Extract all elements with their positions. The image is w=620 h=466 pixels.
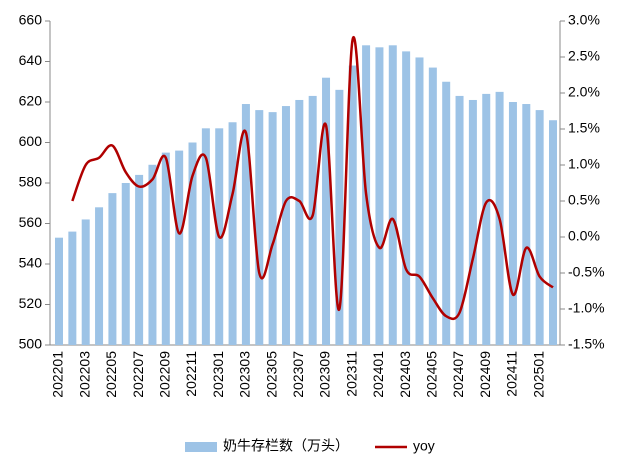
- y2-tick-label: 2.5%: [568, 48, 600, 64]
- bar: [308, 95, 317, 345]
- bar: [81, 219, 90, 345]
- x-tick-label: 202409: [477, 351, 493, 398]
- x-tick-label: 202411: [504, 351, 520, 397]
- bar: [468, 99, 477, 345]
- y2-tick-label: -1.0%: [568, 300, 605, 316]
- bar: [175, 150, 184, 345]
- bar: [335, 89, 344, 345]
- x-tick-label: 202307: [290, 351, 306, 398]
- y-tick-label: 660: [19, 12, 43, 28]
- bar: [295, 99, 304, 345]
- x-tick-label: 202311: [343, 351, 359, 397]
- y2-tick-label: 1.0%: [568, 156, 600, 172]
- x-tick-label: 202203: [76, 351, 92, 398]
- x-tick-label: 202305: [263, 351, 279, 398]
- bar: [508, 102, 517, 345]
- bar: [55, 237, 63, 345]
- bar: [428, 67, 437, 345]
- y2-tick-label: 1.5%: [568, 120, 600, 136]
- bar: [375, 47, 384, 345]
- bar: [228, 122, 237, 345]
- y-tick-label: 580: [19, 174, 43, 190]
- bar: [121, 183, 130, 345]
- x-tick-label: 202205: [103, 351, 119, 398]
- y-tick-label: 540: [19, 255, 43, 271]
- bar: [95, 207, 104, 345]
- y-tick-label: 600: [19, 133, 43, 149]
- bar: [482, 93, 491, 346]
- bar: [322, 77, 331, 345]
- y-tick-label: 620: [19, 93, 43, 109]
- line: [71, 35, 554, 321]
- bar: [281, 106, 290, 345]
- bar: [108, 193, 117, 345]
- y2-tick-label: -1.5%: [568, 336, 605, 352]
- bar: [388, 45, 397, 346]
- bar: [549, 120, 557, 345]
- bar: [148, 164, 157, 345]
- x-tick-label: 202501: [530, 351, 546, 398]
- bar: [455, 95, 464, 345]
- legend-swatch: [185, 442, 217, 452]
- y-tick-label: 500: [19, 336, 43, 352]
- x-tick-label: 202401: [370, 351, 386, 398]
- bar: [348, 65, 357, 346]
- y-tick-label: 640: [19, 52, 43, 68]
- x-tick-label: 202405: [424, 351, 440, 398]
- y2-tick-label: 3.0%: [568, 12, 600, 28]
- y-tick-label: 560: [19, 214, 43, 230]
- y2-tick-label: 0.0%: [568, 228, 600, 244]
- bar: [68, 231, 77, 345]
- bar: [442, 81, 451, 345]
- y2-tick-label: -0.5%: [568, 264, 605, 280]
- bar: [268, 112, 277, 345]
- x-tick-label: 202207: [130, 351, 146, 398]
- bar: [241, 104, 250, 346]
- y2-tick-label: 0.5%: [568, 192, 600, 208]
- x-tick-label: 202301: [210, 351, 226, 398]
- legend-label: 奶牛存栏数（万头）: [223, 438, 349, 454]
- x-tick-label: 202309: [317, 351, 333, 398]
- x-tick-label: 202303: [237, 351, 253, 398]
- bar: [535, 110, 544, 345]
- bar: [522, 104, 531, 346]
- bar: [161, 152, 170, 345]
- x-tick-label: 202201: [50, 351, 66, 398]
- bar: [188, 142, 197, 345]
- x-tick-label: 202403: [397, 351, 413, 398]
- x-tick-label: 202209: [157, 351, 173, 398]
- legend-label: yoy: [413, 438, 435, 454]
- y2-tick-label: 2.0%: [568, 84, 600, 100]
- bar: [402, 51, 411, 345]
- bar: [415, 57, 424, 345]
- x-tick-label: 202407: [450, 351, 466, 398]
- bar: [135, 174, 144, 345]
- bar: [201, 128, 210, 345]
- bar: [255, 110, 264, 345]
- y-tick-label: 520: [19, 295, 43, 311]
- x-tick-label: 202211: [183, 351, 199, 397]
